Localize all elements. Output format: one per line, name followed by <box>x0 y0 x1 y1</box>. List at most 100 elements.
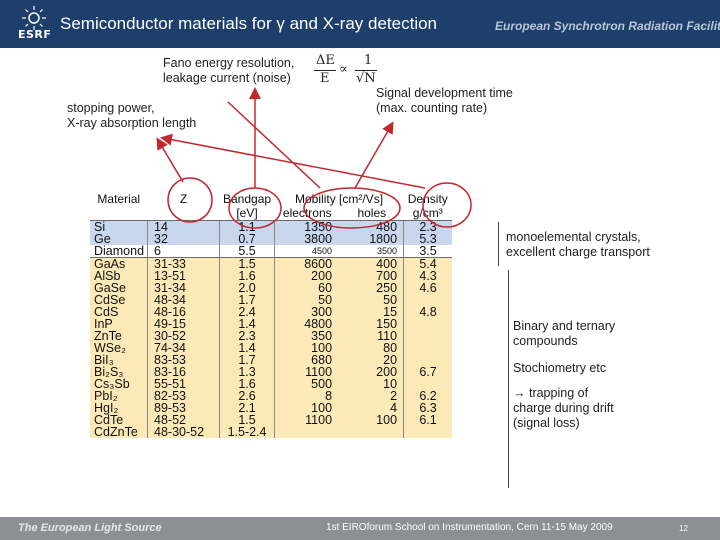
cell-material: Si <box>90 220 149 233</box>
cell-bandgap: 1.5 <box>219 257 276 270</box>
table-row: BiI₃ 83-53 1.7 680 20 <box>90 354 453 366</box>
cell-holes: 400 <box>340 257 405 270</box>
header-blank-2 <box>147 206 220 221</box>
cell-bandgap: 1.5-2.4 <box>219 426 276 438</box>
cell-bandgap: 2.1 <box>219 402 276 414</box>
cell-holes: 100 <box>340 414 405 426</box>
table-row: GaSe 31-34 2.0 60 250 4.6 <box>90 282 453 294</box>
cell-density <box>403 318 453 330</box>
cell-z: 49-15 <box>147 318 221 330</box>
trapping-line-3: (signal loss) <box>513 416 580 430</box>
cell-material: CdSe <box>90 294 149 306</box>
cell-z: 74-34 <box>147 342 221 354</box>
table-row: InP 49-15 1.4 4800 150 <box>90 318 453 330</box>
stopping-note: stopping power, X-ray absorption length <box>67 101 196 131</box>
cell-material: Bi₂S₃ <box>90 366 149 378</box>
cell-bandgap: 2.4 <box>219 306 276 318</box>
table-row: Si 14 1.1 1350 480 2.3 <box>90 220 453 233</box>
cell-electrons: 60 <box>274 282 341 294</box>
cell-electrons: 8600 <box>274 257 341 270</box>
cell-bandgap: 1.7 <box>219 294 276 306</box>
cell-bandgap: 1.4 <box>219 318 276 330</box>
formula-one: 1 <box>364 53 373 68</box>
header-bandgap: Bandgap <box>219 192 275 206</box>
cell-holes: 150 <box>340 318 405 330</box>
table-row: Diamond 6 5.5 4500 3500 3.5 <box>90 245 453 258</box>
cell-z: 13-51 <box>147 270 221 282</box>
cell-bandgap: 1.3 <box>219 366 276 378</box>
table-row: CdTe 48-52 1.5 1100 100 6.1 <box>90 414 453 426</box>
cell-z: 83-16 <box>147 366 221 378</box>
formula-delta-e: ΔE <box>316 53 335 68</box>
header-bar: ESRF Semiconductor materials for γ and X… <box>0 0 720 48</box>
stoich-note: Stochiometry etc <box>513 361 607 375</box>
trapping-line-2: charge during drift <box>513 401 614 415</box>
cell-z: 31-33 <box>147 257 221 270</box>
cell-density: 4.3 <box>403 270 453 282</box>
cell-material: GaSe <box>90 282 149 294</box>
header-bandgap-unit: [eV] <box>219 206 275 221</box>
formula-bar-right <box>355 70 377 71</box>
compound-bracket <box>508 270 509 488</box>
formula-bar-left <box>314 70 336 71</box>
materials-table-body: Si 14 1.1 1350 480 2.3 Ge 32 0.7 3800 1800 5.3 Diamo… <box>90 220 453 438</box>
cell-bandgap: 2.3 <box>219 330 276 342</box>
trapping-note: → trapping of charge during drift (signa… <box>513 386 614 431</box>
header-z: Z <box>147 192 220 206</box>
binary-line-2: compounds <box>513 334 578 348</box>
cell-holes: 200 <box>340 366 405 378</box>
cell-electrons: 500 <box>274 378 341 390</box>
fano-formula: ΔE E ∝ 1 √N <box>312 53 378 89</box>
cell-electrons: 200 <box>274 270 341 282</box>
cell-electrons <box>274 426 341 438</box>
binary-line-1: Binary and ternary <box>513 319 616 333</box>
cell-z: 89-53 <box>147 402 221 414</box>
table-row: Bi₂S₃ 83-16 1.3 1100 200 6.7 <box>90 366 453 378</box>
cell-holes: 15 <box>340 306 405 318</box>
stopping-line-2: X-ray absorption length <box>67 116 197 130</box>
cell-material: Cs₃Sb <box>90 378 149 390</box>
cell-bandgap: 0.7 <box>219 233 276 245</box>
footer-bar: The European Light Source 1st EIROforum … <box>0 517 720 540</box>
cell-electrons: 100 <box>274 342 341 354</box>
cell-density: 6.1 <box>403 414 453 426</box>
cell-holes: 50 <box>340 294 405 306</box>
cell-electrons: 50 <box>274 294 341 306</box>
table-row: GaAs 31-33 1.5 8600 400 5.4 <box>90 257 453 270</box>
cell-holes: 2 <box>340 390 405 402</box>
cell-holes: 80 <box>340 342 405 354</box>
cell-material: Diamond <box>90 245 149 258</box>
cell-material: GaAs <box>90 257 149 270</box>
logo-text: ESRF <box>18 28 52 41</box>
header-density: Density <box>403 192 453 206</box>
cell-bandgap: 2.6 <box>219 390 276 402</box>
cell-material: PbI₂ <box>90 390 149 402</box>
cell-density <box>403 426 453 438</box>
cell-material: HgI₂ <box>90 402 149 414</box>
organization-name: European Synchrotron Radiation Facility <box>495 19 720 33</box>
header-material: Material <box>90 192 148 206</box>
cell-z: 48-16 <box>147 306 221 318</box>
signal-line-2: (max. counting rate) <box>376 101 488 115</box>
cell-density: 4.6 <box>403 282 453 294</box>
table-row: Ge 32 0.7 3800 1800 5.3 <box>90 233 453 245</box>
fano-line-2: leakage current (noise) <box>163 71 291 85</box>
cell-electrons: 300 <box>274 306 341 318</box>
cell-density: 6.7 <box>403 366 453 378</box>
cell-z: 82-53 <box>147 390 221 402</box>
header-holes: holes <box>340 206 404 221</box>
header-density-unit: g/cm³ <box>403 206 453 221</box>
footer-tagline: The European Light Source <box>18 522 162 534</box>
cell-density: 6.3 <box>403 402 453 414</box>
esrf-logo-icon <box>22 6 46 30</box>
signal-note: Signal development time (max. counting r… <box>376 86 513 116</box>
cell-density: 5.3 <box>403 233 453 245</box>
arrow-to-signal <box>354 121 394 189</box>
footer-event: 1st EIROforum School on Instrumentation,… <box>326 522 613 533</box>
cell-z: 30-52 <box>147 330 221 342</box>
cell-electrons: 1100 <box>274 366 341 378</box>
cell-bandgap: 2.0 <box>219 282 276 294</box>
slide-title: Semiconductor materials for γ and X-ray … <box>60 14 438 33</box>
cell-z: 83-53 <box>147 354 221 366</box>
stopping-line-1: stopping power, <box>67 101 155 115</box>
